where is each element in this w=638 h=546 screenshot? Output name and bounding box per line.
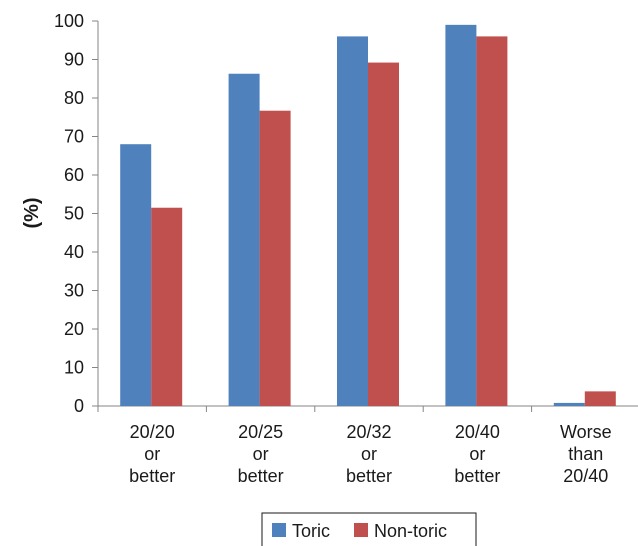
y-tick-label: 90	[64, 50, 84, 70]
x-category-label: or	[469, 444, 485, 464]
y-tick-label: 40	[64, 242, 84, 262]
y-tick-label: 20	[64, 319, 84, 339]
legend-label: Non-toric	[374, 521, 447, 541]
x-category-label: better	[346, 466, 392, 486]
y-tick-label: 80	[64, 88, 84, 108]
bar-non-toric-2	[259, 110, 291, 406]
bar-non-toric-3	[368, 62, 399, 407]
y-tick-label: 50	[64, 204, 84, 224]
y-axis-title: (%)	[21, 197, 43, 228]
y-tick-label: 60	[64, 165, 84, 185]
x-category-label: better	[454, 466, 500, 486]
legend-label: Toric	[292, 521, 330, 541]
y-tick-label: 100	[54, 11, 84, 31]
legend-swatch	[272, 523, 286, 537]
x-category-label: better	[238, 466, 284, 486]
x-category-label: or	[144, 444, 160, 464]
x-category-label: than	[568, 444, 603, 464]
x-category-label: Worse	[560, 422, 612, 442]
bar-toric-2	[228, 73, 260, 407]
y-tick-label: 70	[64, 127, 84, 147]
x-category-label: or	[361, 444, 377, 464]
bar-non-toric-5	[584, 391, 616, 406]
bar-toric-4	[445, 24, 477, 406]
y-tick-label: 0	[74, 396, 84, 416]
x-category-label: or	[253, 444, 269, 464]
bar-non-toric-4	[476, 36, 508, 407]
y-tick-label: 30	[64, 281, 84, 301]
x-category-label: 20/20	[130, 422, 175, 442]
bar-toric-3	[337, 36, 368, 407]
bar-non-toric-1	[151, 207, 183, 406]
x-category-label: 20/40	[563, 466, 608, 486]
legend-box	[261, 512, 477, 546]
x-category-label: 20/25	[238, 422, 283, 442]
x-category-label: better	[129, 466, 175, 486]
legend-swatch	[354, 523, 368, 537]
bar-toric-5	[553, 402, 585, 406]
y-tick-label: 10	[64, 358, 84, 378]
bar-toric-1	[120, 144, 152, 406]
x-category-label: 20/32	[346, 422, 391, 442]
x-category-label: 20/40	[455, 422, 500, 442]
